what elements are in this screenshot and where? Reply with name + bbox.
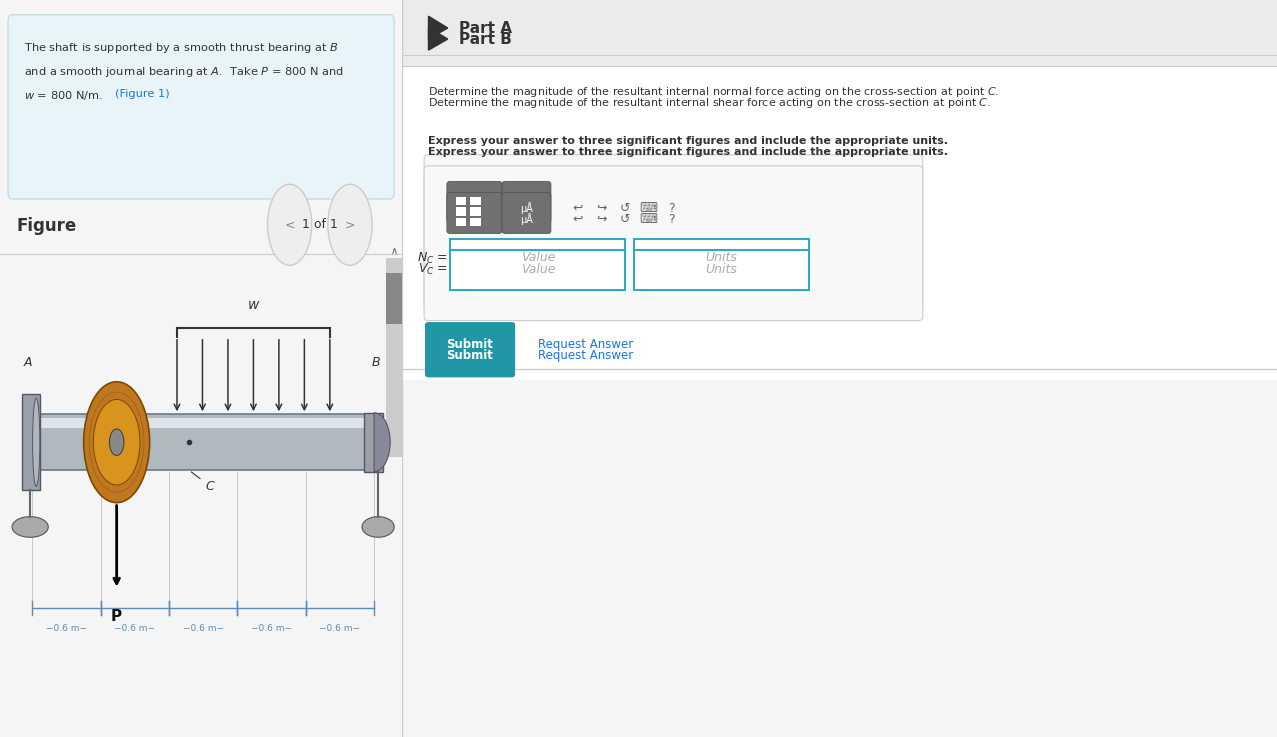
Circle shape — [328, 184, 372, 265]
Text: Part B: Part B — [460, 32, 512, 46]
Polygon shape — [429, 27, 448, 50]
Text: Submit: Submit — [447, 349, 493, 362]
Text: −0.6 m−: −0.6 m− — [319, 624, 360, 633]
FancyBboxPatch shape — [8, 15, 395, 199]
Bar — [470, 197, 481, 205]
Text: 1 of 1: 1 of 1 — [301, 218, 337, 231]
Bar — [386, 273, 402, 324]
Bar — [635, 239, 810, 279]
Text: ↪: ↪ — [596, 213, 607, 226]
Bar — [22, 394, 41, 490]
Text: $C$: $C$ — [192, 472, 216, 493]
Text: Express your answer to three significant figures and include the appropriate uni: Express your answer to three significant… — [429, 136, 949, 147]
Circle shape — [110, 429, 124, 455]
Circle shape — [93, 399, 140, 485]
Ellipse shape — [363, 517, 395, 537]
Text: $V_C$ =: $V_C$ = — [418, 262, 448, 276]
Text: ↩: ↩ — [572, 213, 582, 226]
Text: and a smooth journal bearing at $A$.  Take $P$ = 800 N and: and a smooth journal bearing at $A$. Tak… — [24, 65, 345, 79]
Ellipse shape — [11, 517, 49, 537]
Bar — [402, 0, 1277, 55]
FancyBboxPatch shape — [425, 333, 515, 377]
FancyBboxPatch shape — [424, 155, 923, 310]
Bar — [456, 208, 466, 216]
Text: −0.6 m−: −0.6 m− — [114, 624, 156, 633]
Text: Value: Value — [521, 262, 555, 276]
Text: Figure: Figure — [17, 217, 77, 235]
Text: −0.6 m−: −0.6 m− — [252, 624, 292, 633]
FancyBboxPatch shape — [424, 166, 923, 321]
Text: $B$: $B$ — [372, 356, 381, 369]
Text: Express your answer to three significant figures and include the appropriate uni: Express your answer to three significant… — [429, 147, 949, 158]
Bar — [402, 55, 1277, 368]
Bar — [386, 258, 402, 457]
Bar — [402, 11, 1277, 380]
Text: $w$ = 800 N/m.: $w$ = 800 N/m. — [24, 89, 103, 102]
Text: −0.6 m−: −0.6 m− — [46, 624, 87, 633]
Text: ∧: ∧ — [391, 245, 397, 256]
Text: Determine the magnitude of the resultant internal normal force acting on the cro: Determine the magnitude of the resultant… — [429, 85, 1000, 99]
Bar — [635, 250, 810, 290]
Bar — [470, 207, 481, 215]
Text: $A$: $A$ — [23, 356, 33, 369]
Bar — [451, 239, 626, 279]
FancyBboxPatch shape — [447, 181, 502, 223]
Text: ↪: ↪ — [596, 202, 607, 215]
Text: −0.6 m−: −0.6 m− — [183, 624, 223, 633]
Wedge shape — [374, 413, 391, 472]
Text: ↩: ↩ — [572, 202, 582, 215]
Text: The shaft is supported by a smooth thrust bearing at $B$: The shaft is supported by a smooth thrus… — [24, 41, 338, 55]
Bar — [364, 413, 383, 472]
Text: ↺: ↺ — [621, 213, 631, 226]
Bar — [402, 11, 1277, 66]
Bar — [470, 218, 481, 226]
FancyBboxPatch shape — [502, 181, 550, 223]
FancyBboxPatch shape — [447, 192, 502, 234]
Text: Units: Units — [706, 251, 738, 265]
Text: μÅ: μÅ — [520, 202, 533, 214]
FancyBboxPatch shape — [502, 192, 550, 234]
Ellipse shape — [33, 398, 40, 486]
FancyBboxPatch shape — [425, 322, 515, 366]
Text: ?: ? — [668, 202, 676, 215]
Bar — [402, 0, 1277, 368]
Circle shape — [267, 184, 312, 265]
Text: Units: Units — [706, 262, 738, 276]
Text: ⌨: ⌨ — [638, 202, 658, 215]
Text: ?: ? — [668, 213, 676, 226]
Text: Request Answer: Request Answer — [538, 349, 633, 362]
Text: Value: Value — [521, 251, 555, 265]
Text: $\mathbf{P}$: $\mathbf{P}$ — [110, 608, 123, 624]
Text: ⌨: ⌨ — [638, 213, 658, 226]
Bar — [470, 208, 481, 216]
Text: <: < — [285, 218, 295, 231]
Text: $N_C$ =: $N_C$ = — [416, 251, 448, 265]
Circle shape — [84, 382, 149, 503]
Text: μÅ: μÅ — [520, 213, 533, 225]
Text: Determine the magnitude of the resultant internal shear force acting on the cros: Determine the magnitude of the resultant… — [429, 96, 992, 110]
Text: Part A: Part A — [460, 21, 512, 35]
Text: (Figure 1): (Figure 1) — [115, 89, 170, 99]
Text: ↺: ↺ — [621, 202, 631, 215]
Text: Request Answer: Request Answer — [538, 338, 633, 351]
Bar — [451, 250, 626, 290]
Bar — [456, 218, 466, 226]
Text: $w$: $w$ — [246, 298, 261, 312]
Bar — [456, 207, 466, 215]
Bar — [456, 197, 466, 205]
Text: Submit: Submit — [447, 338, 493, 351]
Text: >: > — [345, 218, 355, 231]
Bar — [402, 66, 1277, 380]
Bar — [32, 414, 374, 470]
Bar — [32, 419, 374, 428]
Polygon shape — [429, 16, 448, 39]
